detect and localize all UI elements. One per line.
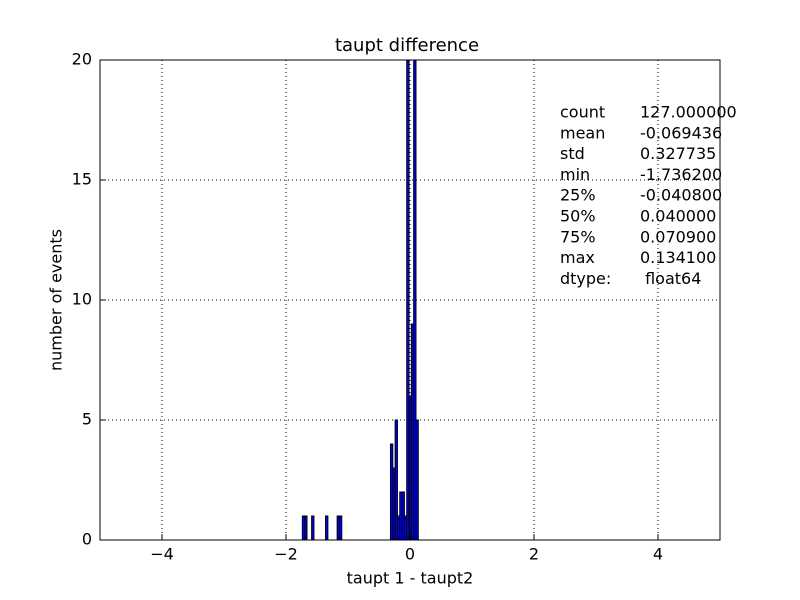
stat-name: max xyxy=(560,248,595,267)
y-tick-label: 15 xyxy=(72,170,92,189)
x-tick-label: 4 xyxy=(653,545,663,564)
chart-title: taupt difference xyxy=(335,35,479,56)
stat-value: 0.134100 xyxy=(640,248,716,267)
stat-name: mean xyxy=(560,123,605,142)
stat-value: 127.000000 xyxy=(640,103,737,122)
stat-value: float64 xyxy=(640,269,701,288)
stat-value: -1.736200 xyxy=(640,165,722,184)
x-tick-label: −2 xyxy=(274,545,298,564)
stat-name: 50% xyxy=(560,207,596,226)
x-axis-label: taupt 1 - taupt2 xyxy=(347,569,474,588)
bar xyxy=(338,515,343,540)
x-tick-label: 0 xyxy=(405,545,415,564)
bar xyxy=(413,60,417,540)
y-tick-label: 5 xyxy=(82,410,92,429)
stat-value: -0.069436 xyxy=(640,123,722,142)
y-tick-label: 0 xyxy=(82,530,92,549)
stat-name: 25% xyxy=(560,186,596,205)
stat-name: dtype: xyxy=(560,269,611,288)
y-tick-label: 10 xyxy=(72,290,92,309)
y-tick-label: 20 xyxy=(72,50,92,69)
plot-frame xyxy=(99,59,721,541)
y-axis-label: number of events xyxy=(47,229,66,371)
stat-value: -0.040800 xyxy=(640,186,722,205)
bar xyxy=(325,515,329,540)
x-tick-label: −4 xyxy=(150,545,174,564)
stat-name: 75% xyxy=(560,227,596,246)
stat-value: 0.327735 xyxy=(640,144,716,163)
stat-name: count xyxy=(560,103,605,122)
bar xyxy=(304,515,308,540)
bar xyxy=(415,419,419,540)
stat-name: min xyxy=(560,165,590,184)
stat-name: std xyxy=(560,144,585,163)
x-tick-label: 2 xyxy=(529,545,539,564)
bar xyxy=(406,60,410,540)
stat-value: 0.070900 xyxy=(640,227,716,246)
stat-value: 0.040000 xyxy=(640,207,716,226)
bar xyxy=(311,515,315,540)
